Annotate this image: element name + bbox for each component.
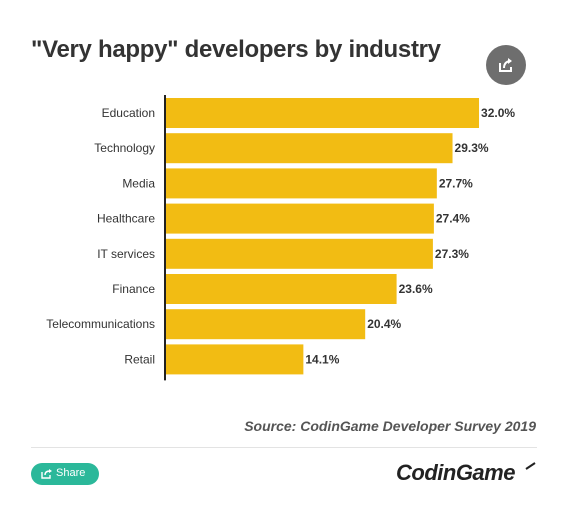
- category-label: Education: [102, 106, 155, 120]
- bar-healthcare: [165, 203, 434, 234]
- bar-finance: [165, 274, 397, 304]
- value-label: 32.0%: [481, 106, 515, 120]
- chart-title: "Very happy" developers by industry: [31, 36, 441, 63]
- share-icon: [41, 469, 52, 479]
- value-label: 27.4%: [436, 212, 470, 226]
- category-label: Finance: [112, 282, 155, 296]
- category-label: Technology: [94, 141, 155, 155]
- category-label: Media: [122, 176, 155, 190]
- share-icon: [499, 58, 512, 72]
- category-label: IT services: [97, 247, 155, 261]
- value-label: 29.3%: [455, 141, 489, 155]
- value-label: 27.3%: [435, 247, 469, 261]
- bar-media: [165, 168, 437, 199]
- bar-technology: [165, 133, 453, 164]
- bar-chart: Education 32.0% Technology 29.3% Media 27.7% H…: [46, 95, 515, 381]
- logo-mark-icon: [525, 462, 536, 470]
- value-label: 20.4%: [367, 317, 401, 331]
- bar-telecommunications: [165, 309, 366, 340]
- value-label: 23.6%: [399, 282, 433, 296]
- value-label: 27.7%: [439, 176, 473, 190]
- bar-retail: [165, 344, 304, 375]
- share-label: Share: [56, 467, 86, 479]
- codingame-logo: CodinGame: [396, 460, 515, 485]
- source-note: Source: CodinGame Developer Survey 2019: [244, 418, 536, 434]
- divider: [31, 447, 537, 448]
- share-button[interactable]: [486, 45, 526, 85]
- category-label: Telecommunications: [46, 317, 155, 331]
- category-label: Retail: [124, 352, 155, 366]
- bar-it-services: [165, 238, 433, 269]
- value-label: 14.1%: [305, 352, 339, 366]
- share-pill-button[interactable]: Share: [31, 463, 99, 485]
- category-label: Healthcare: [97, 212, 155, 226]
- bar-education: [165, 98, 480, 128]
